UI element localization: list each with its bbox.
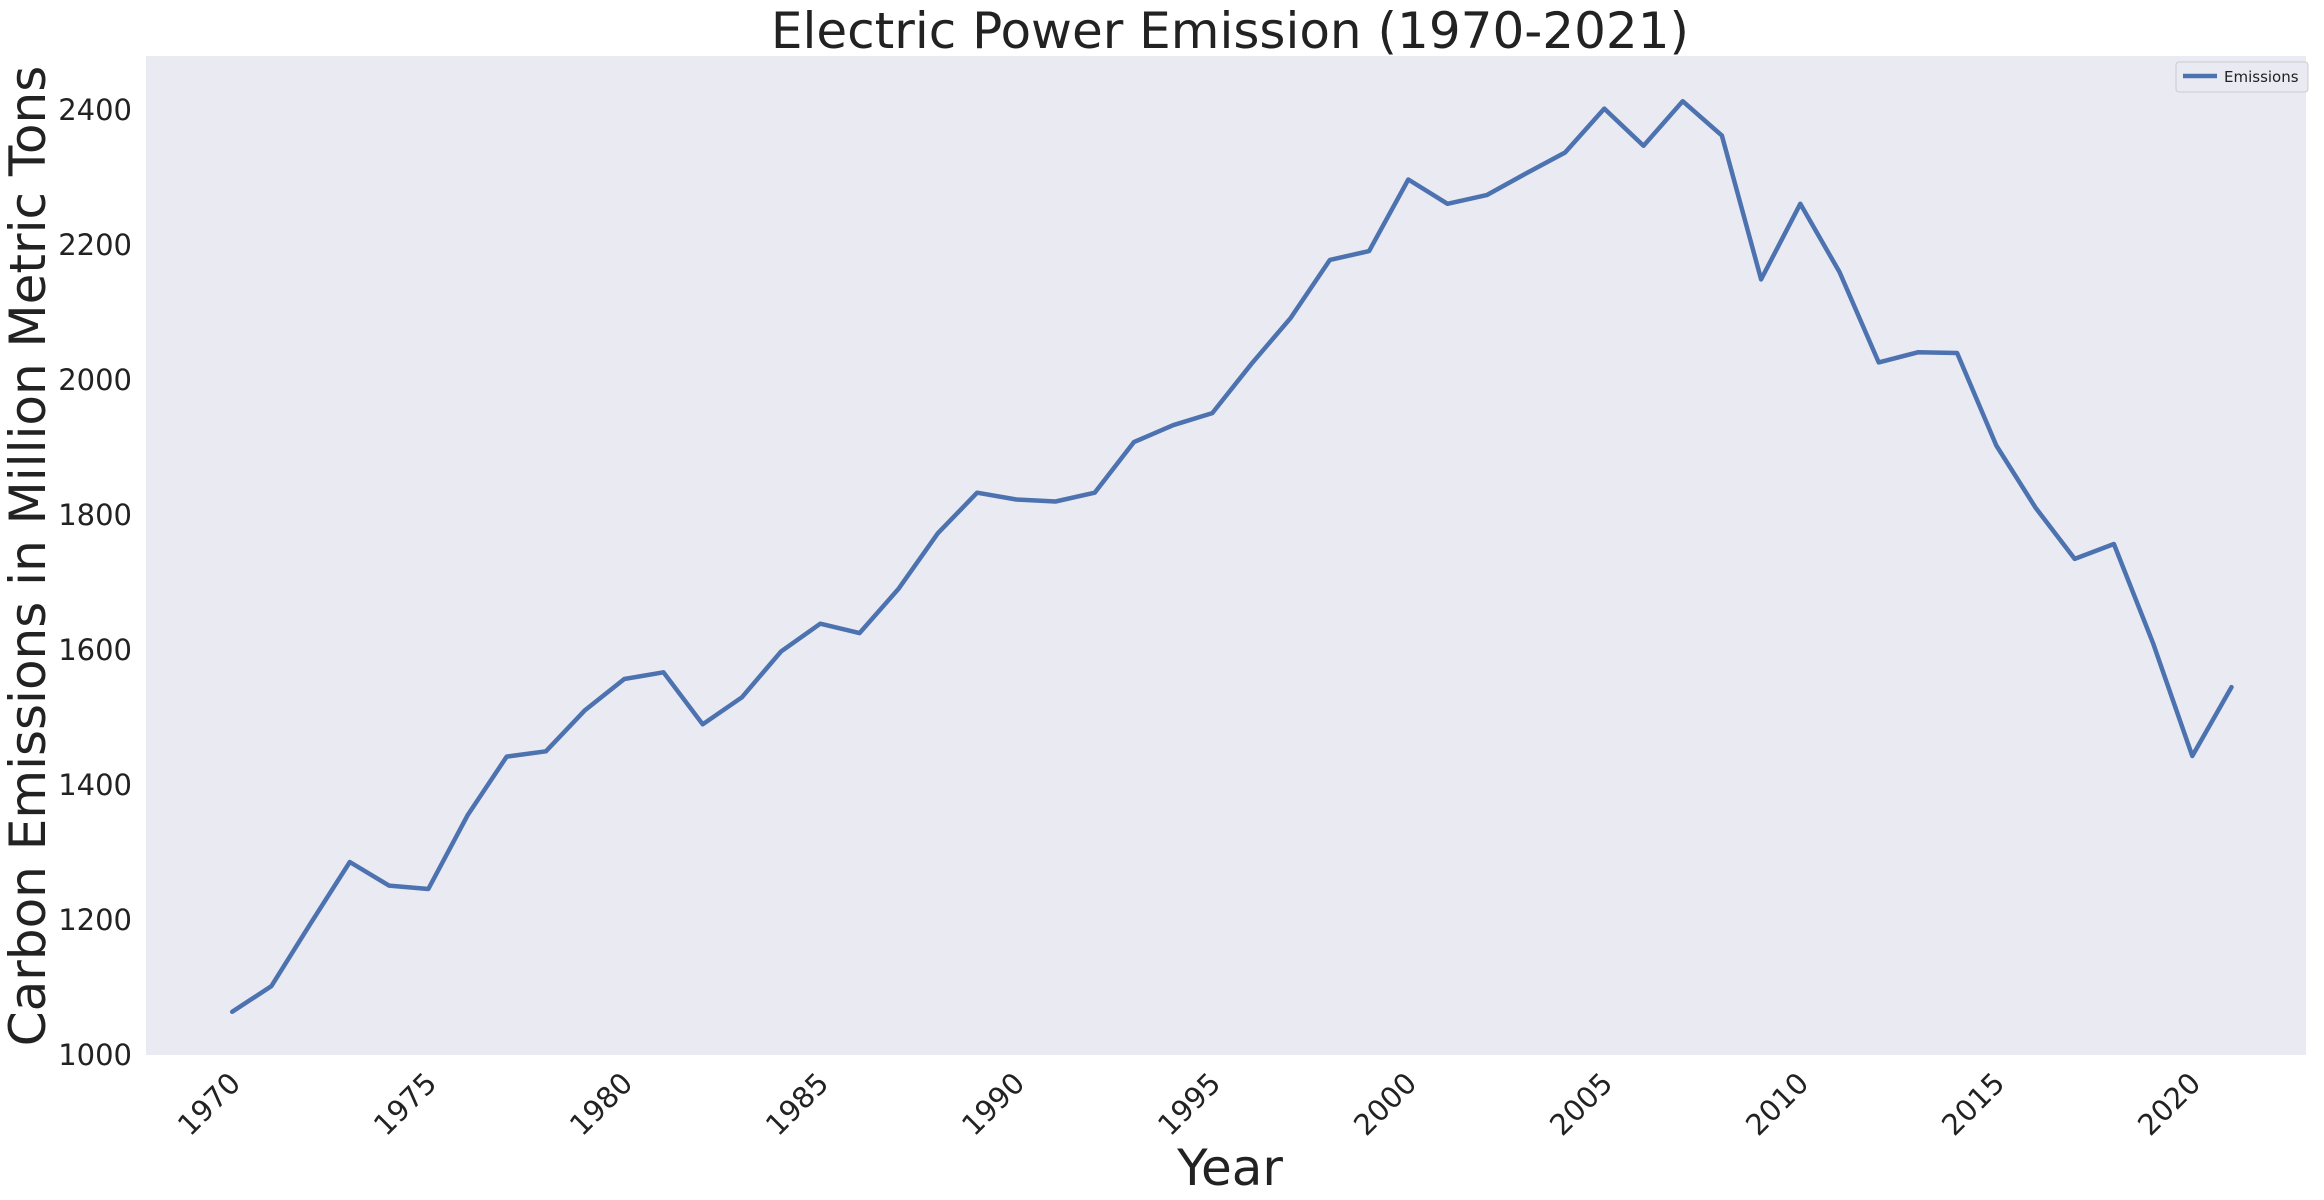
y-tick-label: 1400	[58, 768, 132, 802]
x-tick-label: 1985	[759, 1066, 835, 1142]
x-axis-ticks: 1970 1975 1980 1985 1990 1995 2000 2005 2010 2015…	[171, 1066, 2207, 1142]
x-tick-label: 2000	[1347, 1066, 1423, 1142]
x-tick-label: 2015	[1935, 1066, 2011, 1142]
legend-box	[2175, 61, 2309, 93]
x-tick-label: 1995	[1151, 1066, 1227, 1142]
x-axis-label: Year	[1176, 1139, 1283, 1197]
y-tick-label: 1000	[58, 1038, 132, 1072]
y-tick-label: 2000	[58, 363, 132, 397]
legend: Emissions	[2175, 61, 2309, 93]
y-tick-label: 1600	[58, 633, 132, 667]
x-tick-label: 1990	[955, 1066, 1031, 1142]
y-tick-label: 1200	[58, 903, 132, 937]
legend-label-emissions: Emissions	[2224, 68, 2299, 86]
x-tick-label: 1970	[171, 1066, 247, 1142]
plot-area	[146, 56, 2306, 1055]
x-tick-label: 1980	[563, 1066, 639, 1142]
x-tick-label: 2020	[2131, 1066, 2207, 1142]
y-tick-label: 1800	[58, 498, 132, 532]
x-tick-label: 1975	[367, 1066, 443, 1142]
chart-title: Electric Power Emission (1970-2021)	[771, 2, 1689, 60]
y-tick-label: 2200	[58, 228, 132, 262]
x-tick-label: 2005	[1543, 1066, 1619, 1142]
x-tick-label: 2010	[1739, 1066, 1815, 1142]
y-axis-ticks: 1000 1200 1400 1600 1800 2000 2200 2400	[58, 93, 132, 1072]
y-tick-label: 2400	[58, 93, 132, 127]
y-axis-label: Carbon Emissions in Million Metric Tons	[0, 66, 57, 1047]
emissions-line	[229, 98, 2234, 1015]
